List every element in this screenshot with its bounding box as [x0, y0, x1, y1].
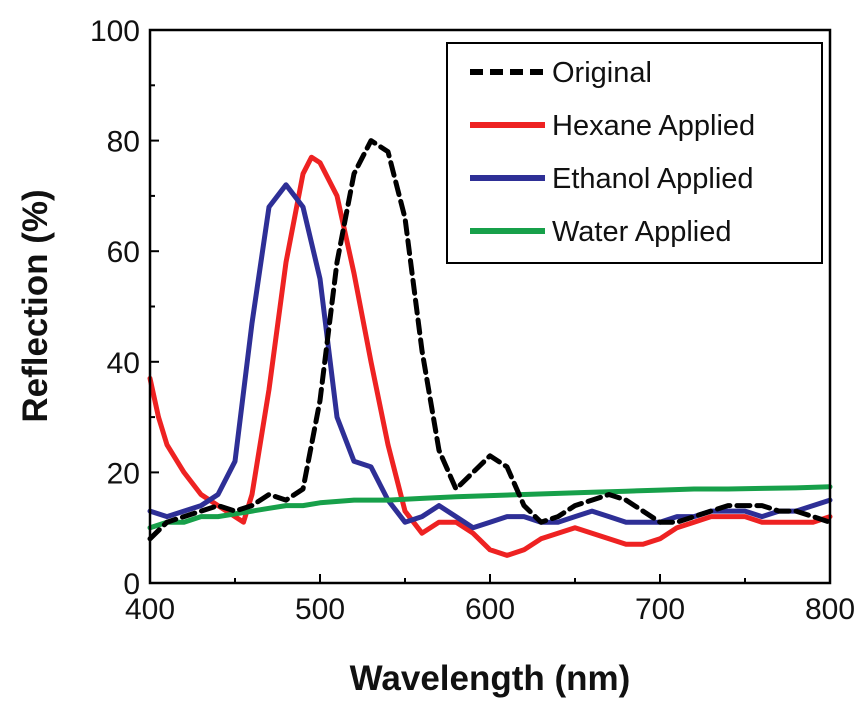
series-layer [147, 138, 833, 558]
y-tick-label: 40 [107, 347, 140, 380]
y-tick-label: 0 [123, 568, 140, 601]
tick-layer: 400 500 600 700 800 0 20 40 60 80 100 [90, 15, 855, 626]
y-tick-label: 20 [107, 457, 140, 490]
legend-label: Ethanol Applied [552, 163, 754, 195]
x-axis-title: Wavelength (nm) [350, 659, 631, 698]
y-axis-title: Reflection (%) [16, 189, 55, 422]
legend-label: Original [552, 57, 652, 89]
x-tick-label: 500 [295, 593, 345, 626]
legend: Original Hexane Applied Ethanol Applied Wat… [446, 42, 823, 264]
legend-box [446, 42, 823, 264]
x-tick-label: 800 [805, 593, 855, 626]
series-line-hexane-applied [147, 154, 833, 558]
y-tick-label: 80 [107, 126, 140, 159]
x-tick-label: 700 [635, 593, 685, 626]
y-tick-label: 60 [107, 236, 140, 269]
y-tick-label: 100 [90, 15, 140, 48]
series-line-original [147, 138, 833, 542]
legend-label: Hexane Applied [552, 110, 755, 142]
x-tick-label: 600 [465, 593, 515, 626]
x-tick-label: 400 [125, 593, 175, 626]
plot-frame [148, 28, 832, 585]
series-line-water-applied [147, 484, 833, 531]
legend-label: Water Applied [552, 216, 731, 248]
